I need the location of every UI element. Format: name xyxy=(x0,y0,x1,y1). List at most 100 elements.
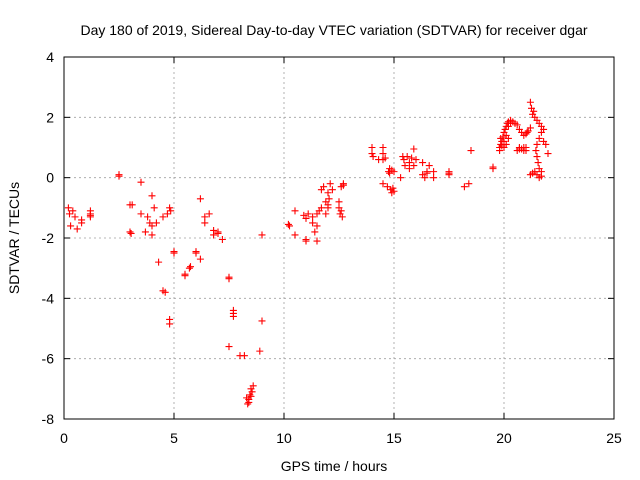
data-point xyxy=(337,207,345,215)
data-point xyxy=(245,398,253,406)
data-point xyxy=(247,392,255,400)
data-point xyxy=(507,119,515,127)
y-tick-label: -8 xyxy=(42,411,55,427)
data-point xyxy=(311,228,319,236)
data-point xyxy=(304,210,312,218)
data-point xyxy=(537,128,545,136)
data-point xyxy=(390,187,398,195)
data-point xyxy=(137,178,145,186)
data-point xyxy=(313,222,321,230)
x-axis-label: GPS time / hours xyxy=(281,458,388,474)
data-point xyxy=(460,183,468,191)
data-point xyxy=(126,228,134,236)
data-point xyxy=(225,273,233,281)
chart-title: Day 180 of 2019, Sidereal Day-to-day VTE… xyxy=(80,22,587,38)
data-point xyxy=(218,236,226,244)
data-point xyxy=(526,98,534,106)
data-point xyxy=(419,159,427,167)
data-point xyxy=(423,169,431,177)
y-tick-label: 2 xyxy=(46,109,54,125)
data-point xyxy=(155,258,163,266)
data-point xyxy=(379,144,387,151)
data-point xyxy=(144,213,152,221)
data-point xyxy=(405,165,413,173)
data-point xyxy=(369,153,377,161)
data-point xyxy=(170,248,178,256)
data-point xyxy=(225,343,233,351)
data-point xyxy=(309,219,317,227)
data-point xyxy=(381,154,389,162)
data-point xyxy=(379,150,387,158)
grid-lines xyxy=(64,57,614,419)
data-point xyxy=(498,142,506,150)
data-point xyxy=(248,388,256,396)
data-point xyxy=(532,147,540,155)
data-point xyxy=(412,156,420,164)
data-point xyxy=(286,222,293,230)
plot-frame xyxy=(63,56,615,420)
data-point xyxy=(465,180,473,188)
data-point xyxy=(201,213,209,221)
data-point xyxy=(141,228,149,236)
data-point xyxy=(408,154,416,162)
data-point xyxy=(533,153,541,161)
data-point xyxy=(166,320,174,328)
data-point xyxy=(313,237,321,245)
data-point xyxy=(533,140,541,148)
data-point xyxy=(148,222,156,230)
data-point xyxy=(201,219,209,227)
x-tick-label: 0 xyxy=(60,430,68,446)
x-tick-label: 10 xyxy=(276,430,292,446)
data-point xyxy=(389,184,397,192)
data-point xyxy=(161,288,169,296)
data-point xyxy=(324,189,332,197)
x-tick-label: 25 xyxy=(606,430,622,446)
data-point xyxy=(64,204,72,212)
data-point xyxy=(258,231,266,239)
data-point xyxy=(322,210,330,218)
data-point xyxy=(328,186,336,194)
data-point xyxy=(526,124,534,132)
data-point xyxy=(258,317,266,325)
data-point xyxy=(127,229,135,237)
data-point xyxy=(542,140,550,148)
data-point xyxy=(325,195,333,203)
data-point xyxy=(535,134,543,142)
x-tick-label: 5 xyxy=(170,430,178,446)
data-point xyxy=(181,272,189,280)
data-point xyxy=(401,162,409,170)
y-tick-label: 0 xyxy=(46,170,54,186)
y-tick-label: -6 xyxy=(42,351,55,367)
data-point xyxy=(240,352,248,360)
x-tick-label: 15 xyxy=(386,430,402,446)
data-point xyxy=(425,162,433,170)
data-point xyxy=(66,210,73,218)
data-point xyxy=(78,219,86,227)
data-point xyxy=(284,220,292,228)
data-point xyxy=(338,213,346,221)
data-point xyxy=(210,231,218,239)
data-point xyxy=(430,174,438,182)
data-point xyxy=(504,134,512,142)
data-point xyxy=(445,169,453,177)
data-point xyxy=(86,211,94,219)
data-point xyxy=(249,382,257,390)
data-point xyxy=(192,249,200,257)
x-tick-label: 20 xyxy=(496,430,512,446)
data-point xyxy=(410,145,418,153)
y-tick-label: -2 xyxy=(42,230,55,246)
data-point xyxy=(513,121,521,129)
data-point xyxy=(421,174,429,182)
data-point xyxy=(291,207,299,215)
data-point xyxy=(368,150,376,158)
data-point xyxy=(528,104,535,112)
data-point xyxy=(205,210,213,218)
y-tick-label: 4 xyxy=(46,49,54,65)
data-point xyxy=(302,214,310,222)
data-point xyxy=(489,165,497,173)
data-point xyxy=(163,210,171,218)
data-point xyxy=(291,231,299,239)
data-point xyxy=(137,210,145,218)
data-point xyxy=(339,181,347,189)
